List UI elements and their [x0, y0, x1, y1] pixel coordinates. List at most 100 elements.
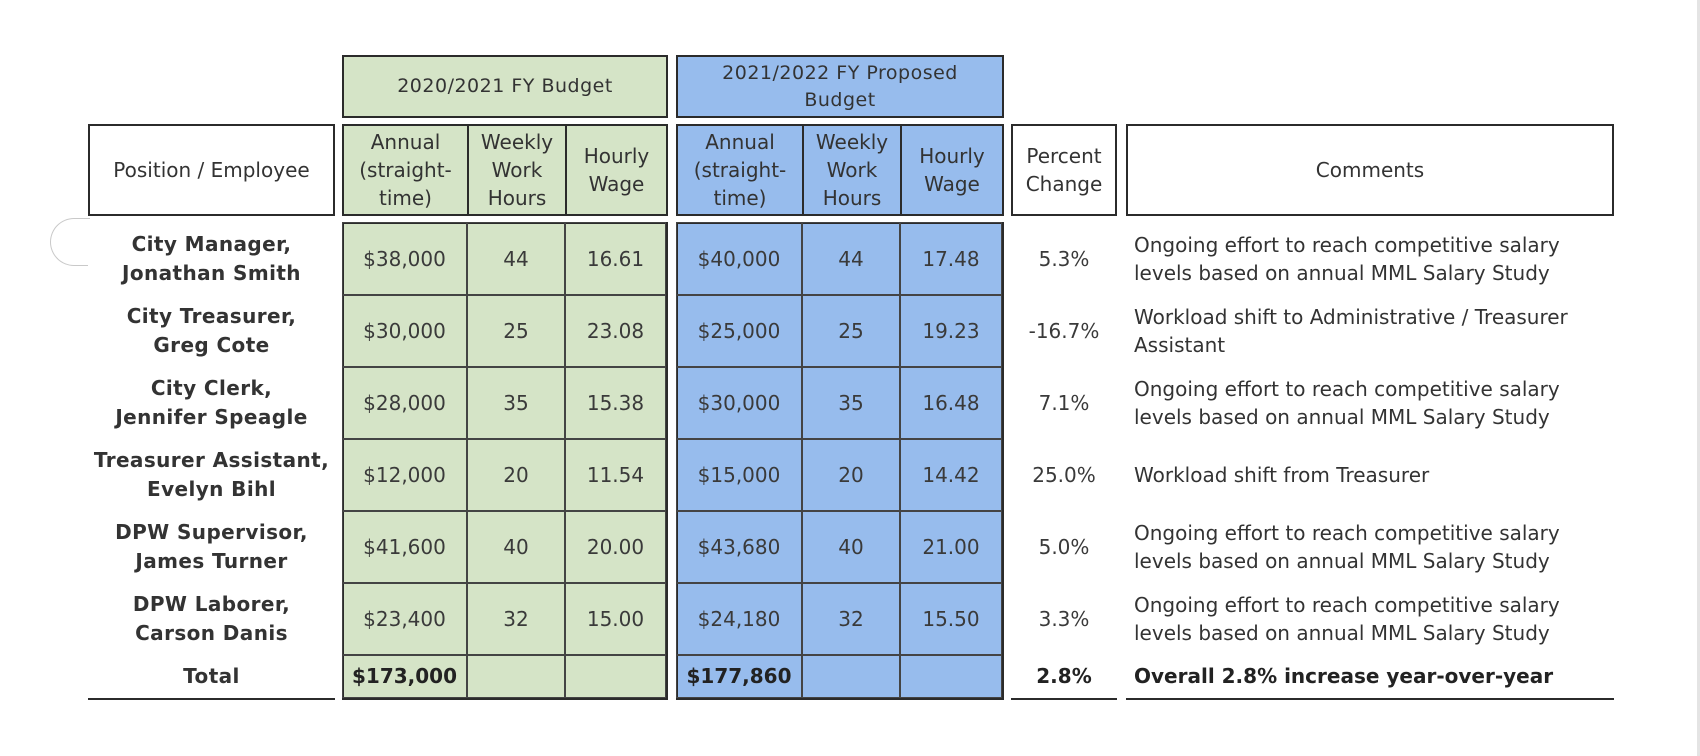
fy2022-hourly-cell-text: 19.23: [922, 319, 980, 343]
fy2021-weekly-cell-text: 32: [503, 607, 529, 631]
fy2022-annual-cell-text: $24,180: [697, 607, 781, 631]
fy2021-weekly-cell-text: 44: [503, 247, 529, 271]
fy2022-group-header: 2021/2022 FY Proposed Budget: [676, 55, 1004, 118]
fy2021-weekly-header-label: Weekly Work Hours: [480, 130, 554, 210]
total-percent-cell: 2.8%: [1011, 654, 1117, 698]
fy2022-weekly-header-label: Weekly Work Hours: [815, 130, 889, 210]
total-comment-cell: Overall 2.8% increase year-over-year: [1126, 654, 1614, 698]
fy2021-total-annual-cell-text: $173,000: [351, 664, 457, 688]
page-edge: [1697, 0, 1700, 756]
fy2021-total-weekly-cell: [467, 654, 565, 698]
percent-change-cell-text: 5.0%: [1038, 534, 1090, 559]
fy2022-hourly-cell-text: 15.50: [922, 607, 980, 631]
comment-cell-text: Ongoing effort to reach competitive sala…: [1134, 232, 1560, 285]
fy2021-data-block: $38,000 44 16.61 $30,000 25 23.08 $28,000 35 15.…: [342, 222, 668, 700]
fy2022-hourly-cell: 14.42: [900, 438, 1002, 512]
fy2021-hourly-cell: 23.08: [565, 294, 666, 368]
fy2021-hourly-cell: 15.38: [565, 366, 666, 440]
fy2022-weekly-cell: 25: [802, 294, 900, 368]
fy2022-annual-header-label: Annual (straight-time): [693, 130, 787, 210]
comment-cell-text: Workload shift to Administrative / Treas…: [1134, 304, 1568, 357]
position-title: Treasurer Assistant,: [93, 447, 330, 472]
fy2021-weekly-cell: 44: [467, 222, 565, 296]
fy2022-total-hourly-cell: [900, 654, 1002, 698]
fy2022-weekly-cell: 40: [802, 510, 900, 584]
total-percent-cell-text: 2.8%: [1036, 664, 1092, 688]
percent-column-header: Percent Change: [1011, 124, 1117, 216]
fy2021-weekly-cell-text: 35: [503, 391, 529, 415]
employee-cell: DPW Laborer, Carson Danis: [88, 582, 335, 656]
fy2021-hourly-cell: 11.54: [565, 438, 666, 512]
percent-change-cell: 25.0%: [1011, 438, 1117, 512]
employee-name: Jennifer Speagle: [115, 404, 308, 429]
fy2021-weekly-header: Weekly Work Hours: [467, 124, 567, 216]
position-column: City Manager, Jonathan Smith City Treasure…: [88, 222, 335, 700]
fy2022-annual-cell: $40,000: [676, 222, 802, 296]
fy2021-annual-cell-text: $28,000: [363, 391, 446, 415]
fy2021-weekly-cell: 32: [467, 582, 565, 656]
employee-cell: DPW Supervisor, James Turner: [88, 510, 335, 584]
fy2021-annual-cell: $12,000: [342, 438, 467, 512]
fy2022-hourly-cell-text: 21.00: [922, 535, 980, 559]
fy2022-weekly-cell-text: 44: [838, 247, 864, 271]
position-title: DPW Supervisor,: [115, 519, 308, 544]
comment-cell-text: Workload shift from Treasurer: [1134, 462, 1430, 487]
comment-cell: Ongoing effort to reach competitive sala…: [1126, 582, 1614, 656]
comments-header-label: Comments: [1315, 158, 1425, 182]
percent-column: 5.3% -16.7% 7.1% 25.0% 5.0% 3.3% 2.8%: [1011, 222, 1117, 700]
fy2021-hourly-cell-text: 11.54: [586, 463, 645, 487]
position-column-header: Position / Employee: [88, 124, 335, 216]
fy2021-weekly-cell: 35: [467, 366, 565, 440]
fy2022-hourly-cell: 21.00: [900, 510, 1002, 584]
comments-column: Ongoing effort to reach competitive sala…: [1126, 222, 1614, 700]
total-label-cell-text: Total: [183, 663, 240, 688]
fy2021-group-label: 2020/2021 FY Budget: [397, 75, 613, 97]
fy2022-annual-cell-text: $43,680: [697, 535, 781, 559]
fy2021-weekly-cell: 25: [467, 294, 565, 368]
fy2022-annual-cell-text: $30,000: [697, 391, 781, 415]
fy2022-data-block: $40,000 44 17.48 $25,000 25 19.23 $30,000 35 16.…: [676, 222, 1004, 700]
fy2022-weekly-cell: 44: [802, 222, 900, 296]
employee-name: Carson Danis: [135, 620, 288, 645]
fy2022-hourly-cell-text: 17.48: [922, 247, 980, 271]
fy2021-total-hourly-cell: [565, 654, 666, 698]
fy2021-annual-cell: $28,000: [342, 366, 467, 440]
fy2022-total-annual-cell-text: $177,860: [686, 664, 792, 688]
fy2022-weekly-cell-text: 20: [838, 463, 864, 487]
fy2022-annual-cell: $25,000: [676, 294, 802, 368]
position-title: City Clerk,: [150, 375, 273, 400]
employee-cell: City Clerk, Jennifer Speagle: [88, 366, 335, 440]
comment-cell-text: Ongoing effort to reach competitive sala…: [1134, 592, 1560, 645]
total-comment-cell-text: Overall 2.8% increase year-over-year: [1134, 664, 1554, 688]
fy2022-annual-cell: $24,180: [676, 582, 802, 656]
comment-cell: Ongoing effort to reach competitive sala…: [1126, 510, 1614, 584]
fy2022-hourly-header: Hourly Wage: [900, 124, 1004, 216]
fy2021-hourly-cell-text: 16.61: [586, 247, 645, 271]
comment-cell-text: Ongoing effort to reach competitive sala…: [1134, 520, 1560, 573]
employee-name: Greg Cote: [153, 332, 270, 357]
percent-change-cell: 5.0%: [1011, 510, 1117, 584]
fy2022-hourly-cell: 17.48: [900, 222, 1002, 296]
fy2022-annual-cell-text: $25,000: [697, 319, 781, 343]
fy2021-hourly-cell-text: 23.08: [586, 319, 645, 343]
fy2021-annual-cell-text: $12,000: [363, 463, 446, 487]
fy2022-weekly-cell-text: 32: [838, 607, 864, 631]
fy2021-group-header: 2020/2021 FY Budget: [342, 55, 668, 118]
percent-change-cell: 3.3%: [1011, 582, 1117, 656]
percent-change-cell: 7.1%: [1011, 366, 1117, 440]
comment-cell-text: Ongoing effort to reach competitive sala…: [1134, 376, 1560, 429]
fy2022-hourly-cell: 16.48: [900, 366, 1002, 440]
fy2022-hourly-cell-text: 14.42: [922, 463, 980, 487]
fy2021-hourly-cell-text: 15.00: [586, 607, 645, 631]
percent-change-cell-text: 7.1%: [1038, 390, 1090, 415]
fy2021-annual-header-label: Annual (straight-time): [359, 130, 452, 210]
fy2021-annual-cell-text: $41,600: [363, 535, 446, 559]
fy2022-annual-cell-text: $40,000: [697, 247, 781, 271]
fy2022-hourly-cell-text: 16.48: [922, 391, 980, 415]
fy2021-hourly-cell: 16.61: [565, 222, 666, 296]
position-header-label: Position / Employee: [113, 158, 310, 182]
fy2022-weekly-cell-text: 40: [838, 535, 864, 559]
fy2021-hourly-header-label: Hourly Wage: [583, 144, 650, 196]
fy2021-total-annual-cell: $173,000: [342, 654, 467, 698]
percent-change-cell: -16.7%: [1011, 294, 1117, 368]
